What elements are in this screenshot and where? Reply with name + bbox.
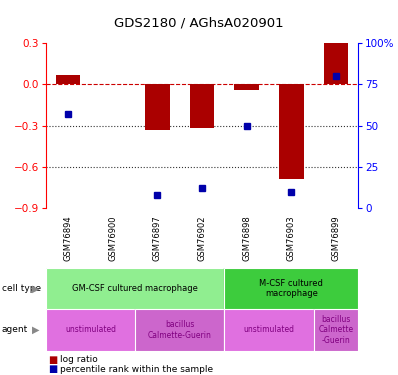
Bar <box>279 84 304 179</box>
Text: GSM76900: GSM76900 <box>108 215 117 261</box>
Text: cell type: cell type <box>2 284 41 293</box>
Bar <box>314 309 358 351</box>
Text: bacillus
Calmette
-Guerin: bacillus Calmette -Guerin <box>318 315 353 345</box>
Bar <box>234 84 259 90</box>
Text: GSM76899: GSM76899 <box>332 215 340 261</box>
Bar <box>190 84 214 128</box>
Text: M-CSF cultured
macrophage: M-CSF cultured macrophage <box>259 279 323 298</box>
Text: ■: ■ <box>48 364 57 374</box>
Bar <box>314 309 358 351</box>
Bar <box>46 268 224 309</box>
Text: ▶: ▶ <box>32 284 39 294</box>
Bar <box>224 268 358 309</box>
Bar <box>46 268 224 309</box>
Text: ▶: ▶ <box>32 325 39 335</box>
Text: GDS2180 / AGhsA020901: GDS2180 / AGhsA020901 <box>114 17 284 30</box>
Text: GSM76903: GSM76903 <box>287 215 296 261</box>
Bar <box>135 309 224 351</box>
Bar <box>46 309 135 351</box>
Text: percentile rank within the sample: percentile rank within the sample <box>60 365 213 374</box>
Bar <box>224 268 358 309</box>
Text: unstimulated: unstimulated <box>244 326 295 334</box>
Text: log ratio: log ratio <box>60 356 98 364</box>
Text: ■: ■ <box>48 355 57 365</box>
Bar <box>135 309 224 351</box>
Text: GSM76902: GSM76902 <box>197 215 207 261</box>
Bar <box>56 75 80 84</box>
Text: agent: agent <box>2 326 28 334</box>
Text: GM-CSF cultured macrophage: GM-CSF cultured macrophage <box>72 284 198 293</box>
Text: bacillus
Calmette-Guerin: bacillus Calmette-Guerin <box>148 320 212 340</box>
Bar <box>224 309 314 351</box>
Text: GSM76897: GSM76897 <box>153 215 162 261</box>
Bar <box>145 84 170 130</box>
Bar <box>46 309 135 351</box>
Text: GSM76894: GSM76894 <box>64 215 72 261</box>
Text: GSM76898: GSM76898 <box>242 215 251 261</box>
Text: unstimulated: unstimulated <box>65 326 116 334</box>
Bar <box>324 43 348 84</box>
Bar <box>224 309 314 351</box>
